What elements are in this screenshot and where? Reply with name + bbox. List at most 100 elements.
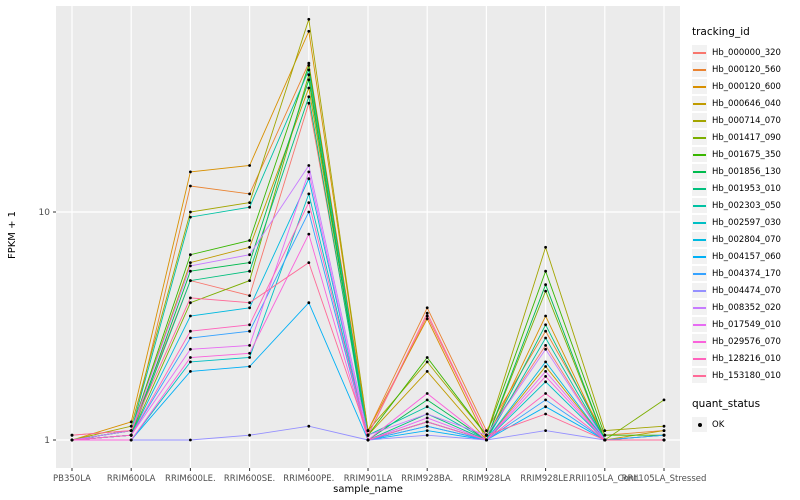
data-point — [70, 438, 74, 442]
data-point — [307, 78, 311, 82]
legend-line-swatch — [693, 153, 706, 156]
data-point — [544, 375, 547, 378]
legend-line-swatch — [693, 68, 706, 71]
data-point — [189, 261, 192, 264]
legend-item-label: Hb_004157_060 — [712, 251, 781, 262]
data-point — [189, 170, 192, 174]
data-point — [662, 438, 666, 442]
x-tick-label: RRIM600LE. — [165, 474, 216, 484]
data-point — [189, 215, 192, 219]
y-tick-label: 10 — [39, 208, 51, 218]
legend-item-label: Hb_001856_130 — [712, 166, 781, 177]
legend-line-swatch — [693, 340, 706, 343]
legend-item-Hb_000120_560: Hb_000120_560 — [692, 61, 798, 78]
data-point — [544, 398, 547, 402]
legend-key-line — [692, 368, 707, 383]
x-tick-label: RRIM928LA — [462, 474, 511, 484]
x-tick-label: RRIM600SE. — [224, 474, 275, 484]
data-point — [544, 412, 547, 416]
data-point — [544, 329, 547, 333]
data-point — [307, 68, 311, 72]
legend-item-Hb_002597_030: Hb_002597_030 — [692, 214, 798, 231]
data-point — [425, 311, 429, 315]
data-point — [70, 433, 74, 437]
data-point — [544, 360, 547, 364]
data-point — [544, 323, 547, 327]
data-point — [248, 205, 252, 209]
legend-key-line — [692, 300, 707, 315]
legend-item-label: Hb_001417_090 — [712, 132, 781, 143]
data-point — [425, 405, 429, 409]
legend-line-swatch — [693, 357, 706, 360]
data-point — [366, 429, 370, 432]
legend-line-swatch — [693, 136, 706, 139]
data-point — [485, 429, 488, 432]
data-point — [248, 356, 252, 359]
legend-item-Hb_001417_090: Hb_001417_090 — [692, 129, 798, 146]
data-point — [425, 370, 429, 373]
x-tick-label: RRIM600PE. — [283, 474, 334, 484]
data-point — [307, 177, 311, 181]
data-point — [307, 73, 311, 77]
x-tick-label: RRIM928LE. — [520, 474, 571, 484]
data-point — [425, 398, 429, 402]
legend-item-Hb_001675_350: Hb_001675_350 — [692, 146, 798, 163]
data-point — [189, 347, 192, 351]
data-point — [189, 360, 192, 364]
legend-line-swatch — [693, 374, 706, 377]
data-point — [189, 438, 192, 442]
legend-title-quant-status: quant_status — [692, 398, 761, 410]
legend-item-label: Hb_000120_560 — [712, 64, 781, 75]
legend-key-line — [692, 147, 707, 162]
legend-item-label: Hb_002597_030 — [712, 217, 781, 228]
data-point — [307, 164, 311, 167]
data-point — [544, 365, 547, 368]
data-point — [248, 306, 252, 310]
legend-key-line — [692, 130, 707, 145]
data-point — [189, 314, 192, 318]
legend-line-swatch — [693, 119, 706, 122]
data-point — [662, 433, 666, 437]
legend-item-label: Hb_000000_320 — [712, 47, 781, 58]
legend-item-Hb_000000_320: Hb_000000_320 — [692, 44, 798, 61]
data-point — [248, 329, 252, 333]
legend-line-swatch — [693, 170, 706, 173]
legend-item-label: OK — [712, 419, 725, 430]
data-point — [307, 86, 311, 90]
legend-item-Hb_004157_060: Hb_004157_060 — [692, 248, 798, 265]
legend-line-swatch — [693, 102, 706, 105]
data-point — [248, 433, 252, 437]
data-point — [307, 424, 311, 428]
data-point — [662, 429, 666, 432]
data-point — [189, 279, 192, 282]
data-point — [307, 192, 311, 196]
data-point — [544, 336, 547, 340]
legend-key-line — [692, 266, 707, 281]
legend-line-swatch — [693, 289, 706, 292]
legend-item-label: Hb_004474_070 — [712, 285, 781, 296]
data-point — [366, 433, 370, 437]
legend-line-swatch — [693, 238, 706, 241]
data-point — [662, 398, 666, 402]
data-point — [248, 279, 252, 282]
data-point — [425, 314, 429, 318]
data-point — [425, 306, 429, 310]
legend-item-label: Hb_000120_600 — [712, 81, 781, 92]
legend-key-line — [692, 215, 707, 230]
data-point — [544, 314, 547, 318]
x-tick-label: RRIM928BA. — [401, 474, 453, 484]
legend-line-swatch — [693, 306, 706, 309]
legend-key-line — [692, 45, 707, 60]
legend-key-line — [692, 113, 707, 128]
legend-item-Hb_153180_010: Hb_153180_010 — [692, 367, 798, 384]
legend-key-line — [692, 79, 707, 94]
legend-item-label: Hb_017549_010 — [712, 319, 781, 330]
data-point — [248, 192, 252, 196]
data-point — [544, 429, 547, 432]
data-point — [248, 269, 252, 273]
data-point — [662, 424, 666, 428]
data-point — [248, 164, 252, 167]
legend-line-swatch — [693, 51, 706, 54]
data-point — [307, 95, 311, 99]
